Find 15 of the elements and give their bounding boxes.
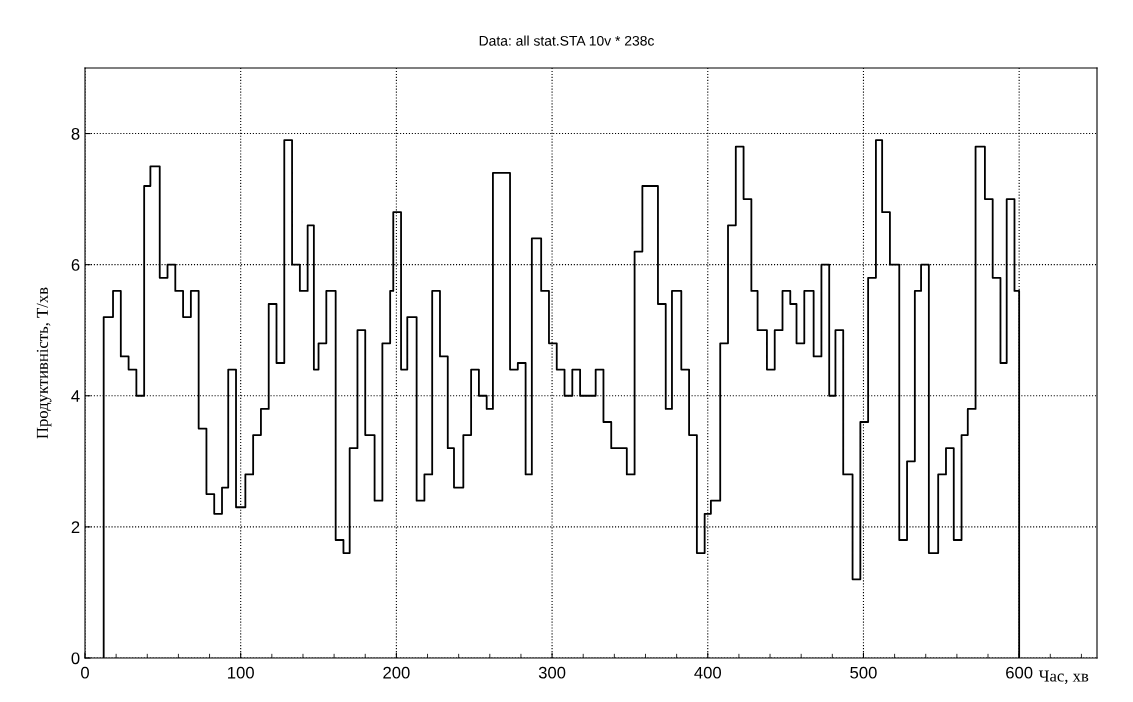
x-tick-label: 200 [383,666,410,679]
x-axis-title: Час, хв [1038,670,1089,685]
y-tick-label: 2 [71,521,80,533]
y-tick-label: 8 [71,127,80,140]
x-tick-label: 300 [538,666,566,679]
x-tick-label: 100 [228,666,254,679]
x-tick-label: 600 [1006,666,1033,679]
y-tick-label: 6 [71,259,80,271]
y-tick-label: 0 [71,652,80,665]
y-tick-label: 4 [71,390,80,402]
x-tick-label: 400 [694,666,722,679]
y-axis-title: Продуктивність, Т/хв [36,287,52,439]
x-tick-label: 0 [81,666,89,679]
chart-title: Data: all stat.STA 10v * 238c [479,35,655,46]
x-tick-label: 500 [850,666,877,679]
